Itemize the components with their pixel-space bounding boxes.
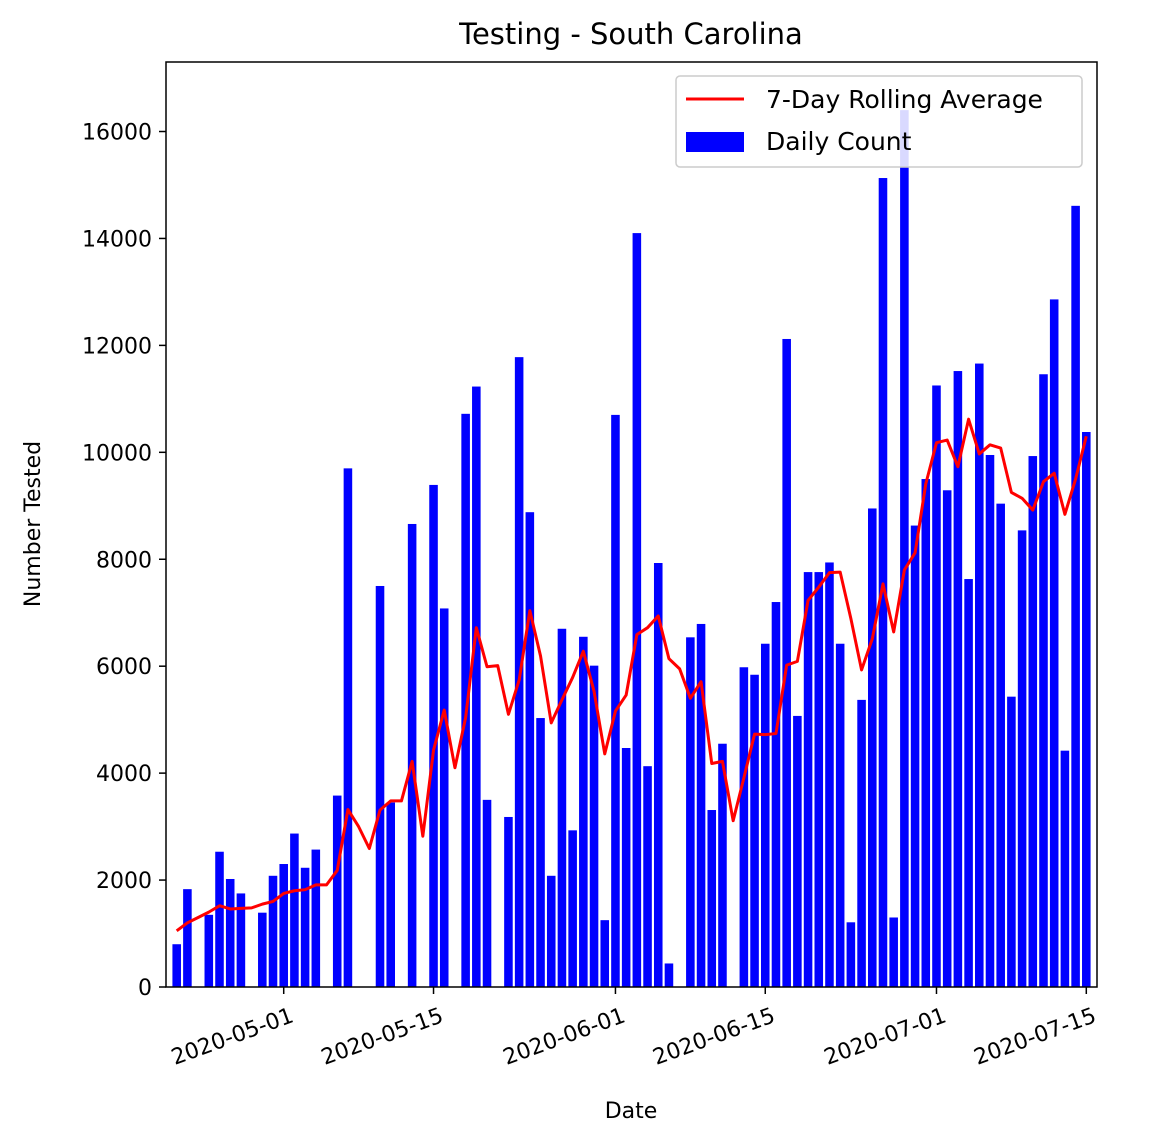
y-tick-label: 2000 xyxy=(96,869,152,894)
daily-count-bar xyxy=(621,748,631,987)
daily-count-bar xyxy=(1007,696,1016,987)
daily-count-bar xyxy=(290,833,299,987)
daily-count-bar xyxy=(258,912,267,987)
daily-count-bar xyxy=(975,363,984,987)
daily-count-bar xyxy=(1071,205,1080,987)
daily-count-bar xyxy=(664,963,674,987)
daily-count-bar xyxy=(1060,750,1070,987)
y-tick-label: 16000 xyxy=(82,121,152,146)
daily-count-bar xyxy=(632,233,642,988)
daily-count-bar xyxy=(718,743,727,987)
y-tick-label: 8000 xyxy=(96,548,152,573)
y-axis-title: Number Tested xyxy=(21,441,46,607)
daily-count-bar xyxy=(1082,432,1091,987)
daily-count-bar xyxy=(921,479,931,987)
daily-count-bar xyxy=(1049,299,1059,987)
daily-count-bar xyxy=(568,830,577,987)
daily-count-bar xyxy=(279,864,288,987)
daily-count-bar xyxy=(707,810,717,987)
daily-count-bar xyxy=(215,851,224,987)
daily-count-bar xyxy=(696,623,706,987)
daily-count-bar xyxy=(268,875,278,987)
daily-count-bar xyxy=(439,608,449,987)
daily-count-bar xyxy=(546,875,556,987)
daily-count-bar xyxy=(803,572,813,987)
daily-count-bar xyxy=(793,715,802,987)
daily-count-bar xyxy=(332,795,342,987)
daily-count-bar xyxy=(996,503,1005,987)
daily-count-bar xyxy=(782,338,791,988)
daily-count-bar xyxy=(611,414,620,987)
y-tick-label: 12000 xyxy=(82,334,152,359)
daily-count-bar xyxy=(964,579,973,987)
x-axis-title: Date xyxy=(605,1099,658,1124)
chart-title: Testing - South Carolina xyxy=(458,17,803,51)
daily-count-bar xyxy=(942,490,952,987)
daily-count-bar xyxy=(472,386,481,987)
daily-count-bar xyxy=(204,914,214,987)
daily-count-bar xyxy=(1017,530,1027,987)
daily-count-bar xyxy=(407,523,417,987)
rolling-average-line xyxy=(175,417,1088,933)
plot-frame xyxy=(165,61,1098,988)
legend: 7-Day Rolling Average Daily Count xyxy=(675,75,1083,168)
daily-count-bar xyxy=(750,674,759,987)
daily-count-bar xyxy=(429,484,438,987)
daily-count-bar xyxy=(985,454,995,987)
daily-count-bar xyxy=(461,413,470,987)
y-ticks: 0 2000 4000 6000 8000 10000 12000 14000 16000 xyxy=(82,121,166,1001)
daily-count-bar xyxy=(760,643,770,987)
daily-count-bar xyxy=(525,512,535,987)
daily-count-bar xyxy=(771,602,781,987)
legend-label-rolling-average: 7-Day Rolling Average xyxy=(766,85,1043,114)
daily-count-bar xyxy=(183,889,192,987)
daily-count-bar xyxy=(814,572,824,987)
daily-count-bar xyxy=(311,849,321,987)
legend-box xyxy=(675,75,1083,168)
daily-count-bar xyxy=(375,585,385,987)
daily-count-bar xyxy=(589,665,599,987)
daily-count-bar xyxy=(889,917,898,987)
y-tick-label: 4000 xyxy=(96,762,152,787)
daily-count-bar xyxy=(910,525,920,987)
daily-count-bar xyxy=(557,628,567,987)
daily-count-bar xyxy=(482,799,492,987)
daily-count-bar xyxy=(825,562,834,987)
legend-label-daily-count: Daily Count xyxy=(766,127,912,156)
daily-count-bar xyxy=(579,636,588,987)
line-layer xyxy=(175,417,1088,933)
daily-count-bar xyxy=(686,637,695,987)
daily-count-bar xyxy=(1039,374,1048,987)
daily-count-bar xyxy=(835,643,845,987)
legend-bar-swatch xyxy=(686,132,744,152)
daily-count-bar xyxy=(643,766,652,987)
daily-count-bar xyxy=(932,385,941,988)
daily-count-bar xyxy=(953,371,963,987)
y-tick-label: 0 xyxy=(138,976,152,1001)
daily-count-bar xyxy=(846,922,856,987)
daily-count-bar xyxy=(1028,456,1038,987)
daily-count-bar xyxy=(868,508,877,987)
daily-count-bar xyxy=(900,110,909,988)
daily-count-bar xyxy=(739,667,749,987)
y-tick-label: 6000 xyxy=(96,655,152,680)
daily-count-bar xyxy=(653,563,663,987)
daily-count-bar xyxy=(536,718,545,987)
y-tick-label: 10000 xyxy=(82,441,152,466)
daily-count-bar xyxy=(857,699,866,987)
daily-count-bar xyxy=(172,944,181,987)
daily-count-bar xyxy=(225,878,235,987)
daily-count-bar xyxy=(236,893,246,987)
daily-count-bar xyxy=(300,867,310,987)
daily-count-bar xyxy=(343,468,353,987)
y-tick-label: 14000 xyxy=(82,227,152,252)
daily-count-bar xyxy=(386,802,395,987)
daily-count-bar xyxy=(600,920,610,987)
daily-count-bar xyxy=(504,816,513,987)
